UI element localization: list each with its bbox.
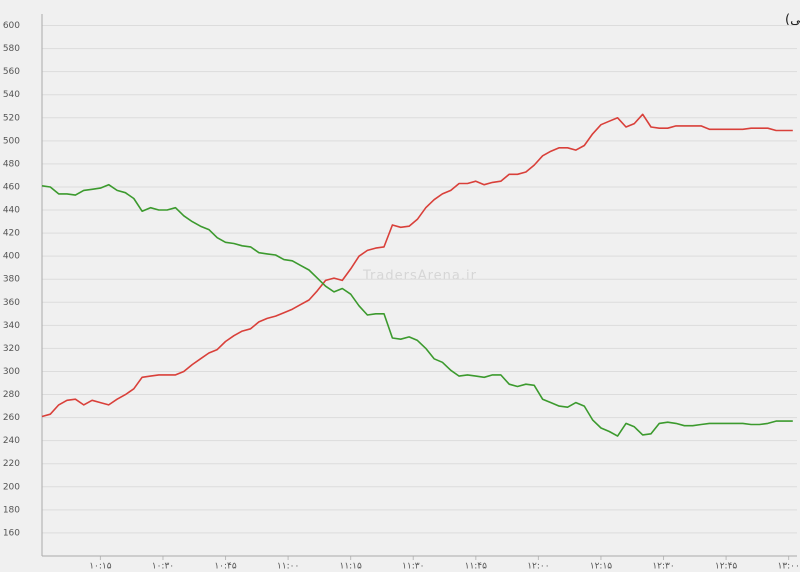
y-tick-label: 280 [3, 390, 20, 400]
y-tick-label: 600 [3, 21, 20, 31]
x-tick-label: ۱۲:۰۰ [527, 562, 549, 572]
y-tick-label: 160 [3, 528, 20, 538]
y-tick-label: 560 [3, 67, 20, 77]
y-tick-label: 460 [3, 182, 20, 192]
y-tick-label: 360 [3, 298, 20, 308]
x-tick-label: ۱۰:۱۵ [89, 562, 112, 572]
y-tick-label: 320 [3, 344, 20, 354]
x-tick-label: ۱۱:۴۵ [465, 562, 488, 572]
series-line [41, 183, 793, 437]
y-tick-label: 240 [3, 436, 20, 446]
x-tick-label: ۱۱:۰۰ [277, 562, 299, 572]
x-tick-label: ۱۰:۳۰ [152, 562, 174, 572]
y-tick-label: 400 [3, 252, 20, 262]
y-tick-label: 520 [3, 113, 20, 123]
x-tick-label: ۱۱:۱۵ [339, 562, 362, 572]
y-tick-label: 220 [3, 459, 20, 469]
chart-title: نمادهای مثبت و منفی (سهام حق تقدم و صندو… [785, 13, 800, 28]
y-tick-label: 580 [3, 44, 20, 54]
x-tick-label: ۱۰:۴۵ [214, 562, 237, 572]
x-tick-label: ۱۲:۳۰ [652, 562, 674, 572]
y-tick-label: 540 [3, 90, 20, 100]
y-tick-label: 340 [3, 321, 20, 331]
x-tick-label: ۱۳:۰۰ [777, 562, 799, 572]
y-tick-label: 260 [3, 413, 20, 423]
y-tick-label: 200 [3, 482, 20, 492]
watermark: TradersArena.ir [362, 269, 477, 284]
y-tick-label: 500 [3, 136, 20, 146]
x-tick-label: ۱۱:۳۰ [402, 562, 424, 572]
y-tick-label: 300 [3, 367, 20, 377]
series-line [41, 113, 793, 418]
x-tick-label: ۱۲:۴۵ [715, 562, 738, 572]
y-tick-label: 420 [3, 229, 20, 239]
y-tick-label: 480 [3, 159, 20, 169]
y-tick-label: 180 [3, 505, 20, 515]
x-tick-label: ۱۲:۱۵ [590, 562, 613, 572]
y-tick-label: 380 [3, 275, 20, 285]
y-tick-label: 440 [3, 206, 20, 216]
